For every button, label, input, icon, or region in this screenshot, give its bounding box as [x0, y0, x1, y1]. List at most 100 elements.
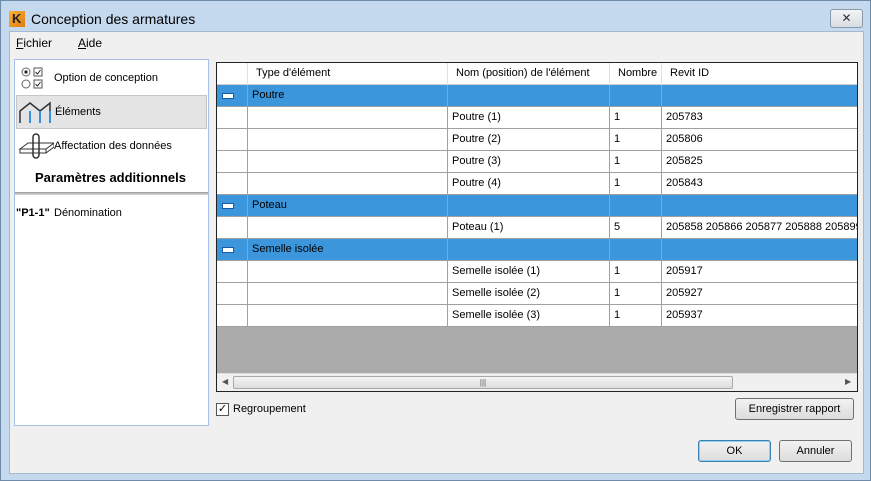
horizontal-scrollbar[interactable]: ◀ ||| ▶: [217, 373, 857, 391]
grid-cell[interactable]: Poteau (1): [448, 217, 610, 239]
client-area: Fichier Aide Option de conception Élémen…: [9, 31, 864, 474]
grid-cell[interactable]: 205843: [662, 173, 857, 195]
sidebar-item-label: Dénomination: [54, 207, 122, 219]
grid-cell[interactable]: 205783: [662, 107, 857, 129]
grid-cell[interactable]: [662, 239, 857, 261]
grid-cell[interactable]: 1: [610, 129, 662, 151]
minus-icon[interactable]: [222, 247, 234, 253]
grouping-label: Regroupement: [233, 403, 306, 415]
column-header[interactable]: Nom (position) de l'élément: [448, 63, 610, 85]
cancel-button[interactable]: Annuler: [779, 440, 852, 462]
minus-icon[interactable]: [222, 203, 234, 209]
sidebar-item-elements[interactable]: Éléments: [16, 95, 207, 129]
grid-cell[interactable]: [662, 195, 857, 217]
grid-cell[interactable]: [248, 217, 448, 239]
grid-cell[interactable]: Semelle isolée: [248, 239, 448, 261]
grid-cell[interactable]: Poteau: [248, 195, 448, 217]
grid-cell[interactable]: [217, 151, 248, 173]
collapse-icon[interactable]: [217, 85, 248, 107]
collapse-icon[interactable]: [217, 239, 248, 261]
grid-cell[interactable]: 205937: [662, 305, 857, 327]
grid-cell[interactable]: 205927: [662, 283, 857, 305]
elements-grid[interactable]: Type d'élément Nom (position) de l'élémen…: [216, 62, 858, 392]
collapse-icon[interactable]: [217, 195, 248, 217]
grid-cell[interactable]: 1: [610, 261, 662, 283]
grid-cell[interactable]: [248, 261, 448, 283]
grid-cell[interactable]: Semelle isolée (2): [448, 283, 610, 305]
grid-cell[interactable]: 1: [610, 151, 662, 173]
grid-cell[interactable]: 1: [610, 107, 662, 129]
grid-cell[interactable]: [610, 85, 662, 107]
grouping-checkbox[interactable]: ✓: [216, 403, 229, 416]
grid-cell[interactable]: [217, 283, 248, 305]
menu-fichier[interactable]: Fichier: [16, 36, 52, 50]
grid-cell[interactable]: [248, 173, 448, 195]
column-header[interactable]: Nombre: [610, 63, 662, 85]
table-row[interactable]: Poutre (3) 1 205825: [217, 151, 857, 173]
grid-cell[interactable]: [217, 261, 248, 283]
grid-cell[interactable]: Semelle isolée (1): [448, 261, 610, 283]
grid-cell[interactable]: Poutre (2): [448, 129, 610, 151]
grid-cell[interactable]: [248, 305, 448, 327]
grid-cell[interactable]: 1: [610, 173, 662, 195]
grid-cell[interactable]: Semelle isolée (3): [448, 305, 610, 327]
grid-cell[interactable]: [448, 85, 610, 107]
close-button[interactable]: ✕: [830, 9, 863, 28]
grid-cell[interactable]: Poutre (3): [448, 151, 610, 173]
minus-icon[interactable]: [222, 93, 234, 99]
grid-cell[interactable]: 205825: [662, 151, 857, 173]
title-bar: Conception des armatures: [9, 7, 195, 31]
grid-cell[interactable]: [217, 129, 248, 151]
menu-bar: Fichier Aide: [10, 32, 863, 53]
table-row[interactable]: Poutre (4) 1 205843: [217, 173, 857, 195]
group-row[interactable]: Poteau: [217, 195, 857, 217]
grid-cell[interactable]: [217, 217, 248, 239]
window-title: Conception des armatures: [31, 11, 196, 27]
grid-cell[interactable]: 205806: [662, 129, 857, 151]
column-header[interactable]: Revit ID: [662, 63, 857, 85]
grid-cell[interactable]: [248, 283, 448, 305]
grid-cell[interactable]: Poutre: [248, 85, 448, 107]
grid-cell[interactable]: [217, 173, 248, 195]
radio-checkbox-icon: [16, 63, 54, 93]
grid-cell[interactable]: Poutre (4): [448, 173, 610, 195]
menu-aide[interactable]: Aide: [78, 36, 103, 50]
scroll-left-icon[interactable]: ◀: [222, 377, 229, 386]
grid-cell[interactable]: 205858 205866 205877 205888 205899: [662, 217, 857, 239]
grid-cell[interactable]: [610, 239, 662, 261]
table-row[interactable]: Poutre (2) 1 205806: [217, 129, 857, 151]
save-report-button[interactable]: Enregistrer rapport: [735, 398, 854, 420]
grid-cell[interactable]: [248, 151, 448, 173]
grid-cell[interactable]: 205917: [662, 261, 857, 283]
grid-cell[interactable]: [610, 195, 662, 217]
sidebar-item-affectation[interactable]: Affectation des données: [16, 129, 207, 163]
sidebar-item-denomination[interactable]: "P1-1" Dénomination: [16, 196, 207, 230]
section-title: Paramètres additionnels: [35, 170, 186, 185]
table-row[interactable]: Semelle isolée (2) 1 205927: [217, 283, 857, 305]
grid-cell[interactable]: [448, 239, 610, 261]
group-row[interactable]: Semelle isolée: [217, 239, 857, 261]
label-tag-icon: "P1-1": [16, 207, 50, 219]
grid-cell[interactable]: 1: [610, 305, 662, 327]
scroll-right-icon[interactable]: ▶: [845, 377, 852, 386]
column-header[interactable]: Type d'élément: [248, 63, 448, 85]
sidebar-item-option-conception[interactable]: Option de conception: [16, 61, 207, 95]
table-row[interactable]: Semelle isolée (1) 1 205917: [217, 261, 857, 283]
group-row[interactable]: Poutre: [217, 85, 857, 107]
scrollbar-thumb[interactable]: |||: [233, 376, 733, 389]
grid-cell[interactable]: [217, 107, 248, 129]
grid-cell[interactable]: [248, 107, 448, 129]
grid-cell[interactable]: 5: [610, 217, 662, 239]
table-row[interactable]: Poutre (1) 1 205783: [217, 107, 857, 129]
ok-button[interactable]: OK: [698, 440, 771, 462]
menu-accel: F: [16, 36, 24, 50]
grid-cell[interactable]: [248, 129, 448, 151]
grid-cell[interactable]: [217, 305, 248, 327]
table-row[interactable]: Semelle isolée (3) 1 205937: [217, 305, 857, 327]
grid-cell[interactable]: 1: [610, 283, 662, 305]
grid-cell[interactable]: Poutre (1): [448, 107, 610, 129]
grid-cell[interactable]: [662, 85, 857, 107]
column-header[interactable]: [217, 63, 248, 85]
table-row[interactable]: Poteau (1) 5 205858 205866 205877 205888 2…: [217, 217, 857, 239]
grid-cell[interactable]: [448, 195, 610, 217]
